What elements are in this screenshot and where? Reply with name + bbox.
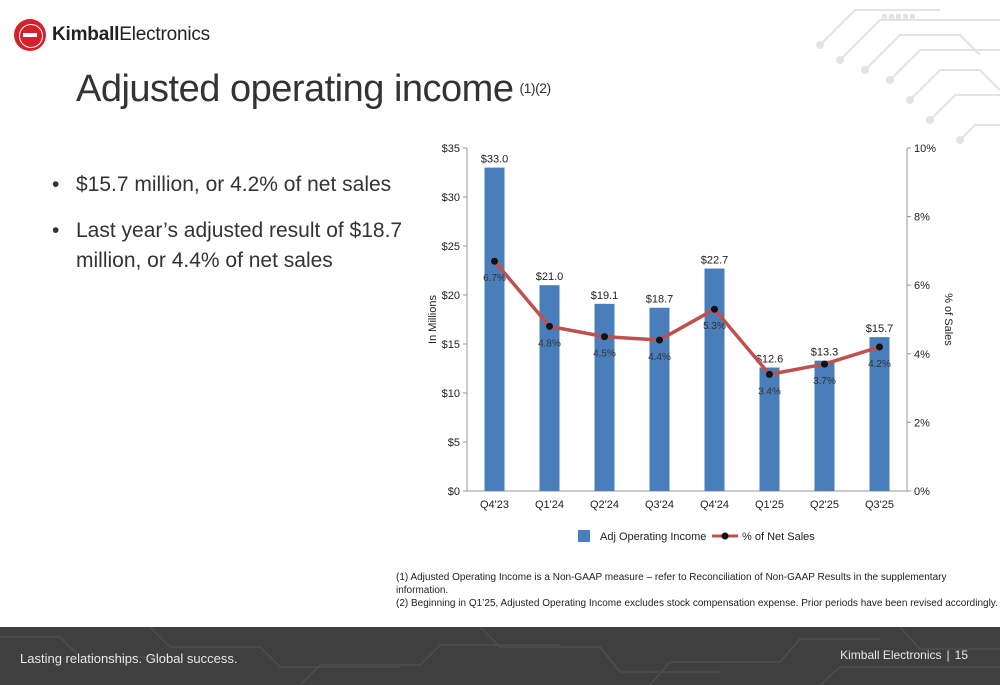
bullet-list: $15.7 million, or 4.2% of net sales Last… (52, 170, 422, 292)
y-tick-label-left: $10 (442, 388, 460, 400)
line-value-label: 4.5% (593, 349, 616, 360)
x-tick-label: Q1'24 (535, 499, 564, 511)
line-value-label: 4.2% (868, 359, 891, 370)
logo-name-regular: Electronics (119, 24, 210, 45)
legend-swatch-point (721, 532, 729, 540)
y-axis-title-right: % of Sales (942, 293, 954, 346)
line-value-label: 4.8% (538, 338, 561, 349)
line-value-label: 5.3% (703, 321, 726, 332)
bar-value-label: $22.7 (701, 255, 729, 267)
y-tick-label-right: 6% (914, 280, 930, 292)
legend-label-line: % of Net Sales (742, 531, 815, 543)
y-tick-label-left: $35 (442, 143, 460, 155)
line-point (491, 257, 498, 265)
y-tick-label-left: $0 (448, 486, 460, 498)
footer-company: Kimball Electronics (840, 648, 942, 662)
bar-adj-operating-income (539, 285, 560, 491)
bar-adj-operating-income (759, 367, 780, 491)
legend-swatch-bar (578, 530, 590, 542)
line-point (821, 360, 828, 368)
line-value-label: 3.4% (758, 386, 781, 397)
bar-adj-operating-income (649, 307, 670, 491)
logo-wordmark: KimballElectronics (52, 24, 210, 46)
bar-value-label: $19.1 (591, 290, 619, 302)
line-point (656, 336, 663, 344)
y-tick-label-left: $25 (442, 241, 460, 253)
title-footnote-marker: (1)(2) (519, 80, 551, 96)
line-point (876, 343, 883, 351)
bar-adj-operating-income (814, 360, 835, 491)
bar-value-label: $18.7 (646, 294, 674, 306)
page-number: 15 (954, 648, 968, 662)
footer-page-info: Kimball Electronics | 15 (840, 648, 968, 662)
footnote-1: (1) Adjusted Operating Income is a Non-G… (396, 572, 947, 596)
x-tick-label: Q4'23 (480, 499, 509, 511)
operating-income-chart: $0 $5 $10 $15 $20 $25 $30 $35 0% 2% 4% 6% 8% 10% In Mi… (427, 143, 954, 543)
slide-title: Adjusted operating income (1)(2) (76, 68, 551, 111)
circuit-decoration (816, 9, 1000, 144)
y-tick-label-right: 10% (914, 143, 936, 155)
bullet-item: $15.7 million, or 4.2% of net sales (52, 170, 422, 200)
line-value-label: 4.4% (648, 352, 671, 363)
y-tick-label-left: $30 (442, 192, 460, 204)
line-point (546, 322, 553, 330)
line-value-label: 3.7% (813, 376, 836, 387)
legend-label-bar: Adj Operating Income (600, 531, 706, 543)
y-tick-label-right: 0% (914, 486, 930, 498)
y-axis-title-left: In Millions (427, 295, 439, 344)
footnotes: (1) Adjusted Operating Income is a Non-G… (396, 571, 1000, 610)
bullet-item: Last year’s adjusted result of $18.7 mil… (52, 216, 422, 276)
bar-adj-operating-income (869, 337, 890, 491)
footer-separator: | (946, 648, 950, 662)
x-tick-label: Q3'24 (645, 499, 674, 511)
line-value-label: 6.7% (483, 273, 506, 284)
y-tick-label-left: $20 (442, 290, 460, 302)
logo-name-bold: Kimball (52, 24, 120, 45)
x-tick-label: Q1'25 (755, 499, 784, 511)
bar-adj-operating-income (594, 303, 615, 491)
line-pct-net-sales (493, 260, 881, 377)
bar-value-label: $15.7 (866, 323, 894, 335)
x-tick-label: Q2'24 (590, 499, 619, 511)
y-tick-label-left: $15 (442, 339, 460, 351)
title-text: Adjusted operating income (76, 68, 514, 110)
bar-adj-operating-income (704, 268, 725, 491)
logo-seal-icon (14, 19, 46, 51)
y-tick-label-left: $5 (448, 437, 460, 449)
x-tick-label: Q2'25 (810, 499, 839, 511)
line-point (766, 370, 773, 378)
line-point (711, 305, 718, 313)
company-logo: KimballElectronics (14, 18, 210, 52)
footer-circuit-pattern (0, 627, 1000, 685)
x-tick-label: Q3'25 (865, 499, 894, 511)
bar-adj-operating-income (484, 167, 505, 491)
y-tick-label-right: 8% (914, 212, 930, 224)
bar-value-label: $12.6 (756, 354, 784, 366)
bar-value-label: $33.0 (481, 154, 509, 166)
bar-value-label: $21.0 (536, 271, 564, 283)
footer-tagline: Lasting relationships. Global success. (20, 651, 238, 666)
x-tick-label: Q4'24 (700, 499, 729, 511)
footnote-2: (2) Beginning in Q1’25, Adjusted Operati… (396, 598, 998, 609)
bar-value-label: $13.3 (811, 347, 839, 359)
footer-bar: Lasting relationships. Global success. K… (0, 627, 1000, 685)
line-point (601, 333, 608, 341)
y-tick-label-right: 2% (914, 417, 930, 429)
y-tick-label-right: 4% (914, 349, 930, 361)
